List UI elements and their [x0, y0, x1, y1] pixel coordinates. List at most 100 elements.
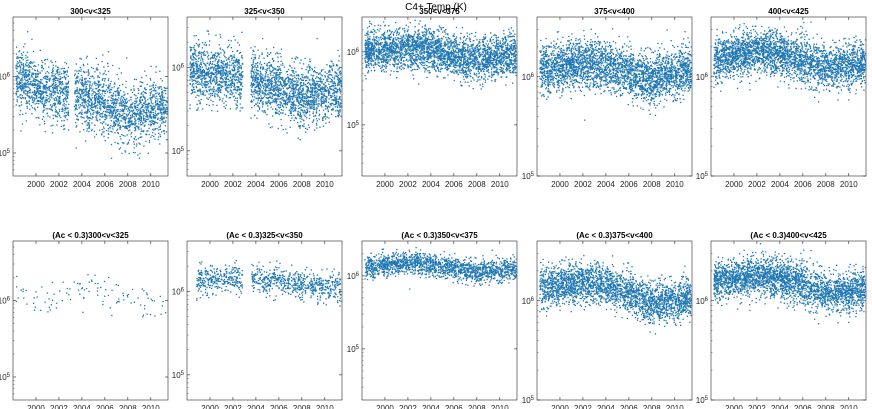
scatter-point — [225, 89, 227, 91]
scatter-point — [237, 68, 239, 70]
scatter-point — [320, 69, 323, 71]
scatter-point — [90, 114, 92, 116]
scatter-point — [112, 98, 114, 100]
scatter-point — [306, 86, 308, 88]
scatter-point — [313, 94, 315, 97]
scatter-point — [37, 80, 39, 82]
scatter-point — [34, 90, 36, 92]
scatter-point — [269, 65, 271, 67]
scatter-point — [304, 100, 306, 103]
scatter-point — [310, 101, 312, 104]
scatter-point — [257, 77, 259, 79]
scatter-point — [22, 69, 24, 71]
scatter-point — [333, 100, 335, 102]
scatter-point — [40, 101, 42, 103]
scatter-point — [330, 65, 332, 67]
scatter-point — [215, 58, 217, 61]
scatter-point — [95, 105, 97, 107]
scatter-point — [296, 98, 298, 100]
scatter-point — [278, 66, 280, 68]
scatter-point — [318, 89, 320, 91]
scatter-point — [117, 132, 119, 134]
scatter-point — [124, 151, 127, 153]
scatter-point — [298, 93, 300, 95]
scatter-point — [104, 101, 106, 104]
scatter-point — [236, 50, 238, 52]
scatter-point — [89, 107, 91, 109]
scatter-point — [323, 84, 325, 86]
scatter-point — [53, 87, 56, 89]
scatter-point — [144, 97, 146, 99]
scatter-point — [322, 119, 324, 121]
scatter-point — [100, 97, 102, 99]
scatter-point — [276, 69, 278, 72]
scatter-point — [251, 76, 254, 79]
scatter-point — [285, 95, 287, 97]
scatter-point — [200, 83, 202, 85]
scatter-point — [152, 83, 154, 86]
scatter-point — [19, 82, 22, 84]
scatter-point — [258, 92, 261, 94]
scatter-point — [106, 115, 108, 117]
scatter-point — [102, 73, 104, 75]
scatter-point — [165, 87, 167, 90]
scatter-point — [201, 77, 203, 80]
scatter-point — [99, 101, 101, 104]
scatter-point — [126, 102, 128, 104]
scatter-point — [316, 87, 318, 90]
scatter-point — [203, 62, 205, 65]
scatter-point — [118, 148, 120, 150]
scatter-point — [162, 100, 164, 102]
scatter-point — [87, 94, 89, 96]
scatter-point — [275, 84, 277, 86]
scatter-point — [91, 85, 93, 87]
scatter-point — [119, 147, 122, 149]
scatter-point — [114, 113, 117, 115]
scatter-point — [82, 84, 84, 86]
scatter-point — [305, 113, 307, 115]
scatter-point — [73, 106, 76, 108]
figure-title: C4+ Temp (K) — [405, 2, 467, 13]
scatter-point — [312, 120, 315, 122]
scatter-point — [329, 71, 331, 73]
scatter-point — [76, 108, 78, 110]
scatter-point — [327, 110, 329, 113]
scatter-point — [50, 104, 52, 106]
scatter-point — [229, 70, 232, 72]
scatter-point — [116, 129, 118, 132]
scatter-point — [218, 72, 220, 75]
scatter-point — [120, 100, 122, 103]
scatter-point — [123, 98, 126, 101]
scatter-point — [87, 70, 90, 72]
x-tick-label: 2004 — [247, 180, 265, 189]
scatter-point — [57, 78, 59, 80]
scatter-point — [166, 100, 168, 102]
scatter-point — [217, 72, 220, 74]
scatter-point — [123, 118, 125, 121]
scatter-point — [84, 91, 86, 93]
scatter-point — [222, 98, 224, 100]
scatter-point — [250, 89, 252, 91]
scatter-point — [43, 91, 45, 93]
scatter-point — [110, 115, 112, 117]
scatter-point — [60, 73, 63, 75]
scatter-point — [22, 97, 25, 99]
scatter-point — [328, 94, 330, 96]
scatter-point — [300, 82, 303, 84]
scatter-point — [299, 82, 302, 84]
scatter-point — [215, 71, 217, 73]
scatter-point — [31, 38, 33, 40]
scatter-point — [225, 59, 228, 61]
scatter-point — [314, 88, 316, 90]
scatter-point — [159, 104, 161, 106]
scatter-point — [24, 85, 26, 87]
scatter-point — [334, 82, 336, 84]
scatter-point — [124, 100, 126, 102]
scatter-point — [280, 88, 282, 91]
scatter-point — [105, 111, 108, 113]
scatter-point — [337, 115, 340, 118]
scatter-point — [129, 120, 131, 122]
scatter-point — [29, 88, 31, 91]
scatter-point — [222, 85, 224, 88]
scatter-point — [197, 60, 199, 62]
